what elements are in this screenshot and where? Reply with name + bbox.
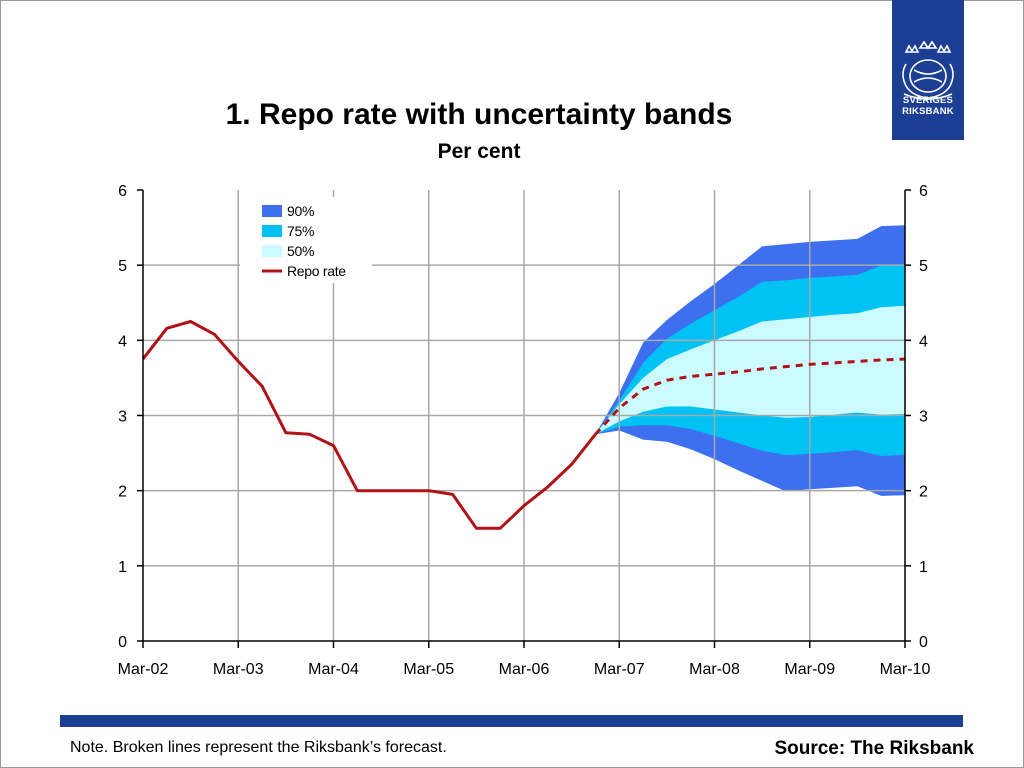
y-tick-label-right: 3 [919,409,928,426]
repo-rate-chart: 0 0 1 1 2 2 3 3 4 4 5 5 6 6 Mar-02 Mar-03 Mar-04 Mar-05 Ma… [118,183,931,678]
x-tick-label: Mar-10 [880,661,931,678]
footer-source: Source: The Riksbank [774,738,974,759]
legend-label: 90% [287,203,314,219]
x-tick-label: Mar-07 [594,661,645,678]
y-tick-label-left: 6 [118,183,127,200]
chart-subtitle: Per cent [437,140,521,163]
chart-title: 1. Repo rate with uncertainty bands [225,98,733,131]
y-tick-label-left: 0 [118,634,127,651]
y-tick-label-right: 1 [919,559,928,576]
riksbank-crest-icon [902,40,954,100]
x-tick-label: Mar-08 [689,661,740,678]
y-tick-label-right: 2 [919,484,928,501]
y-tick-label-right: 0 [919,634,928,651]
riksbank-logo: SVERIGES RIKSBANK [892,0,964,140]
legend-swatch [262,205,282,217]
forecast-line [594,357,906,436]
legend-label: 50% [287,243,314,259]
y-tick-label-left: 3 [118,409,127,426]
x-tick-label: Mar-05 [403,661,454,678]
x-tick-label: Mar-03 [213,661,264,678]
x-tick-label: Mar-09 [784,661,835,678]
logo-text-line1: SVERIGES [902,95,954,106]
y-tick-label-left: 2 [118,484,127,501]
logo-text-line2: RIKSBANK [902,106,954,117]
y-tick-label-left: 4 [118,333,127,350]
y-tick-label-left: 5 [118,258,127,275]
x-tick-label: Mar-06 [499,661,550,678]
footer-bar [60,715,963,727]
y-tick-label-right: 6 [919,183,928,200]
legend-label: Repo rate [287,263,346,279]
legend-label: 75% [287,223,314,239]
y-tick-label-right: 5 [919,258,928,275]
x-tick-label: Mar-02 [118,661,169,678]
x-tick-label: Mar-04 [308,661,359,678]
legend-swatch [262,245,282,257]
repo-rate-line [141,320,597,530]
footer-note: Note. Broken lines represent the Riksban… [70,739,447,756]
y-tick-label-right: 4 [919,333,928,350]
legend-swatch [262,225,282,237]
y-tick-label-left: 1 [118,559,127,576]
